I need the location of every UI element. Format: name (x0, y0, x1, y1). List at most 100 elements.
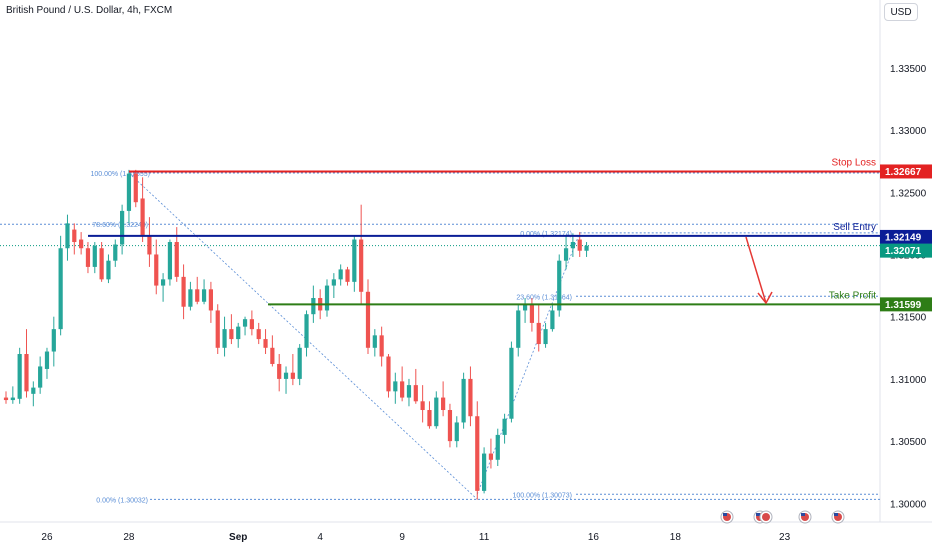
x-tick-label: 11 (479, 532, 490, 543)
projection-arrow (745, 236, 767, 304)
candle-body (502, 418, 507, 435)
candle-body (167, 242, 173, 280)
us-flag-event-icon (834, 513, 838, 516)
fib-level-label: 100.00% (1.30073) (512, 492, 572, 499)
candle-body (495, 434, 500, 460)
candle-body (277, 363, 282, 379)
candle-body (365, 291, 371, 348)
candle-body (447, 410, 453, 442)
candle-body (488, 453, 494, 460)
candle-body (270, 347, 275, 364)
candle-body (113, 244, 118, 261)
candle-body (297, 347, 302, 379)
candle-body (24, 354, 29, 392)
y-tick-label: 1.30500 (890, 437, 927, 448)
fib-level-label: 0.00% (1.32174) (520, 231, 572, 238)
candle-body (331, 279, 336, 286)
x-tick-label: Sep (229, 532, 247, 543)
candle-body (92, 245, 97, 267)
candle-body (17, 354, 22, 399)
candle-body (529, 304, 535, 323)
y-tick-label: 1.33500 (890, 64, 927, 75)
candle-body (290, 372, 295, 379)
candle-body (106, 260, 111, 280)
x-tick-label: 16 (588, 532, 600, 543)
x-tick-label: 23 (779, 532, 791, 543)
level-label: Sell Entry (833, 222, 876, 233)
candle-body (79, 239, 84, 249)
candle-body (31, 387, 36, 394)
candle-body (229, 329, 234, 340)
x-tick-label: 4 (317, 532, 323, 543)
candle-body (543, 329, 548, 345)
candle-body (584, 245, 589, 251)
candle-body (400, 381, 405, 398)
price-badge-text: 1.32667 (885, 167, 922, 178)
candle-body (160, 279, 166, 286)
candle-body (304, 314, 309, 348)
candle-body (461, 378, 466, 423)
fib-trendline-down (128, 172, 478, 500)
candle-body (58, 248, 63, 330)
us-flag-event-icon (801, 513, 805, 516)
candle-body (570, 242, 575, 249)
candle-body (509, 347, 514, 419)
candle-body (345, 269, 350, 282)
price-badge-text: 1.31599 (885, 300, 922, 311)
candle-body (154, 254, 159, 286)
candle-body (557, 260, 562, 311)
price-badge (880, 164, 932, 179)
candle-body (236, 326, 241, 340)
candle-body (85, 248, 91, 267)
candle-body (256, 329, 261, 340)
candle-body (372, 335, 377, 348)
candle-body (44, 351, 50, 369)
candle-body (468, 378, 473, 417)
candle-body (434, 397, 439, 427)
candle-body (133, 173, 138, 203)
candle-body (379, 335, 384, 357)
candle-body (208, 289, 213, 311)
candle-body (482, 453, 487, 491)
candle-body (577, 239, 582, 251)
candle-body (338, 269, 343, 280)
fib-level-label: 23.60% (1.31664) (516, 294, 572, 301)
candle-body (283, 372, 289, 379)
fib-trendline-up (476, 232, 581, 495)
candle-body (215, 310, 220, 348)
candle-body (140, 198, 145, 236)
candle-body (181, 276, 186, 307)
projection-arrow-head (757, 291, 773, 305)
candle-body (242, 319, 248, 327)
current-price-badge (880, 243, 932, 258)
fib-level-label: 100.00% (1.32655) (90, 171, 150, 178)
candle-body (147, 235, 152, 255)
candle-body (563, 248, 569, 261)
currency-button[interactable]: USD (884, 3, 918, 21)
candle-body (174, 242, 179, 277)
price-badge (880, 297, 932, 312)
candle-body (420, 401, 425, 411)
candle-body (386, 356, 391, 392)
y-tick-label: 1.31000 (890, 375, 927, 386)
y-tick-label: 1.32500 (890, 188, 927, 199)
x-tick-label: 18 (670, 532, 682, 543)
candle-body (550, 310, 555, 330)
candle-body (413, 385, 418, 402)
candle-body (120, 210, 125, 245)
candle-body (522, 304, 528, 311)
candle-body (352, 239, 357, 282)
level-label: Take Profit (829, 290, 876, 301)
x-tick-label: 26 (41, 532, 53, 543)
level-label: Stop Loss (832, 157, 876, 168)
chart-title: British Pound / U.S. Dollar, 4h, FXCM (6, 5, 173, 16)
x-tick-label: 9 (399, 532, 405, 543)
candle-body (72, 229, 77, 243)
candle-body (188, 289, 193, 307)
us-flag-event-icon (762, 513, 770, 521)
candle-body (126, 173, 132, 211)
current-price-badge-text: 1.32071 (885, 246, 922, 257)
us-flag-event-icon (723, 513, 727, 516)
candle-body (263, 339, 268, 348)
